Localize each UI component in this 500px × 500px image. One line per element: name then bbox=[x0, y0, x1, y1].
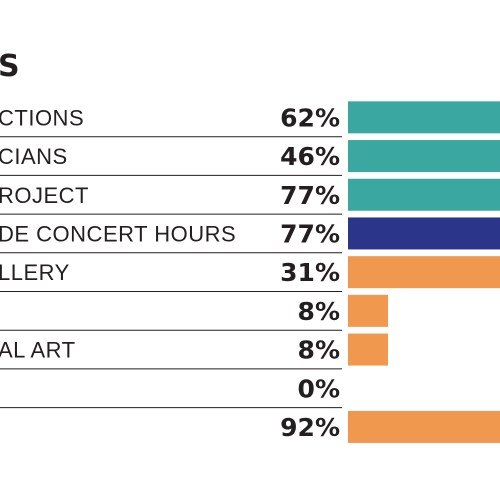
chart-rows: CTIONS 62% CIANS 46% ROJECT 77% DE CONCERT HOU… bbox=[0, 101, 500, 443]
value-label: 77% bbox=[280, 219, 340, 248]
category-label: CIANS bbox=[0, 144, 68, 169]
value-label: 8% bbox=[298, 297, 340, 326]
bar bbox=[348, 333, 388, 366]
chart-title: S bbox=[0, 49, 20, 84]
bar bbox=[348, 294, 388, 327]
category-label: CTIONS bbox=[0, 105, 84, 130]
category-label: ROJECT bbox=[0, 183, 89, 208]
bar bbox=[348, 217, 500, 250]
category-label: DE CONCERT HOURS bbox=[0, 221, 236, 246]
bar bbox=[348, 410, 500, 443]
bar bbox=[348, 256, 500, 289]
value-label: 8% bbox=[298, 336, 340, 365]
value-label: 92% bbox=[280, 413, 340, 442]
value-label: 46% bbox=[280, 142, 340, 171]
bar bbox=[348, 140, 500, 173]
category-label: AL ART bbox=[0, 338, 76, 363]
bar bbox=[348, 101, 500, 134]
value-label: 0% bbox=[298, 374, 340, 403]
category-label: LLERY bbox=[0, 260, 70, 285]
value-label: 62% bbox=[280, 103, 340, 132]
value-label: 31% bbox=[280, 258, 340, 287]
bar bbox=[348, 178, 500, 211]
value-label: 77% bbox=[280, 181, 340, 210]
